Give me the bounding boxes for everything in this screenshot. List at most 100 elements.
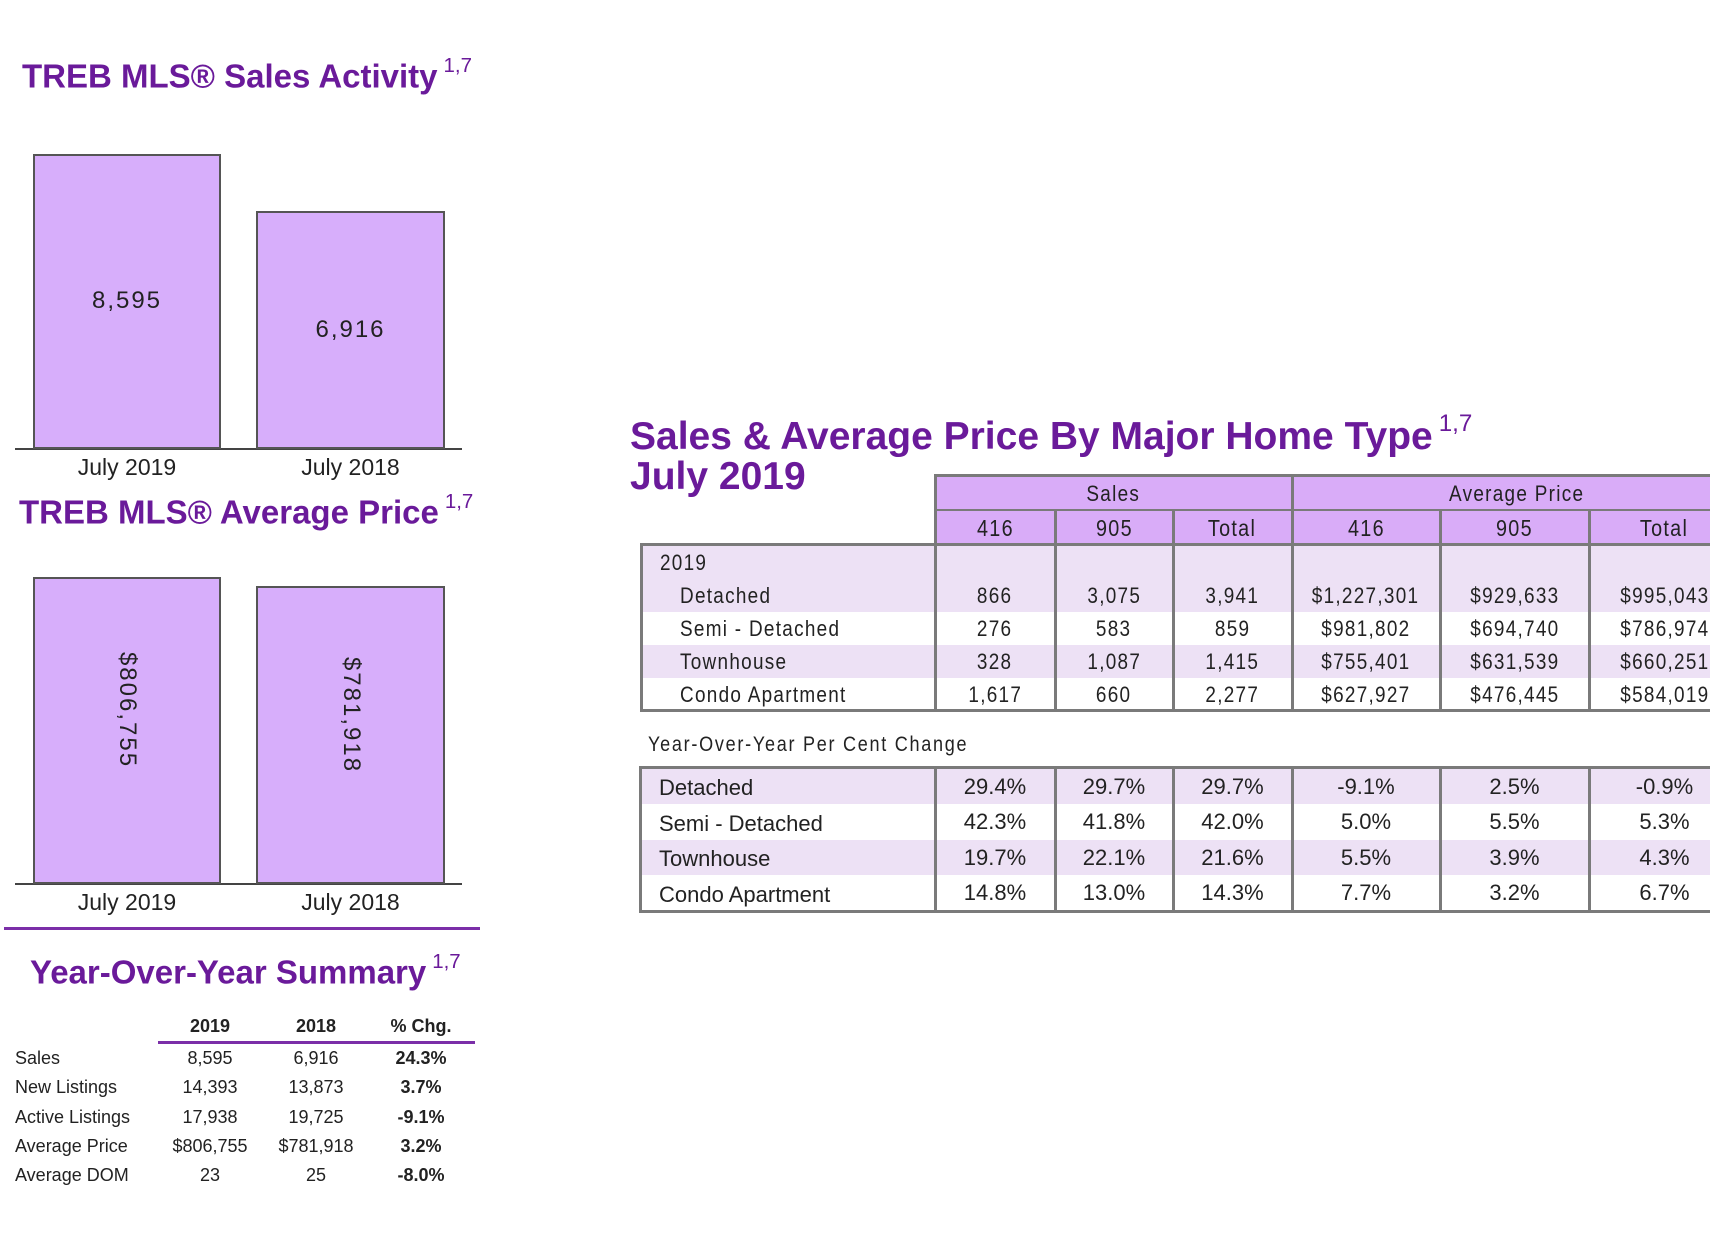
cell-value: $786,974 bbox=[1619, 615, 1710, 641]
table-cell: $476,445 bbox=[1440, 678, 1589, 711]
summary-cell: 25 bbox=[305, 1165, 327, 1186]
summary-cell: 6,916 bbox=[293, 1048, 339, 1068]
cell-value: $631,539 bbox=[1469, 648, 1560, 674]
cell-value: $660,251 bbox=[1619, 648, 1710, 674]
year-label: 2019 bbox=[660, 550, 715, 576]
table-cell: 22.1% bbox=[1082, 844, 1146, 870]
group-header-label: Average Price bbox=[1449, 480, 1585, 506]
rule bbox=[640, 709, 1710, 712]
yoy-label: Year-Over-Year Per Cent Change bbox=[648, 733, 1020, 757]
average-price-title-text: TREB MLS® Average Price bbox=[19, 493, 439, 531]
rule bbox=[1291, 766, 1294, 913]
table-cell: $631,539 bbox=[1440, 645, 1589, 678]
table-cell: 5.5% bbox=[1340, 844, 1392, 870]
summary-title: Year-Over-Year Summary 1,7 bbox=[30, 950, 461, 991]
row-label: Semi - Detached bbox=[680, 616, 866, 642]
summary-row-label: New Listings bbox=[15, 1077, 118, 1098]
table-cell: 859 bbox=[1173, 612, 1292, 645]
table-cell: $1,227,301 bbox=[1292, 579, 1440, 612]
summary-cell: 23 bbox=[199, 1165, 221, 1186]
cell-value: $929,633 bbox=[1469, 582, 1560, 608]
summary-row-label: Average Price bbox=[15, 1135, 128, 1156]
table-cell: $929,633 bbox=[1440, 579, 1589, 612]
table-cell: 3,941 bbox=[1173, 579, 1292, 612]
data-label: 8,595 bbox=[91, 287, 163, 314]
footnote: 1,7 bbox=[443, 54, 472, 77]
footnote: 1,7 bbox=[1438, 410, 1473, 437]
table-cell: 13.0% bbox=[1082, 880, 1146, 905]
bar bbox=[256, 586, 445, 884]
row-bg bbox=[640, 546, 1710, 579]
x-axis bbox=[15, 883, 462, 885]
table-cell: 1,087 bbox=[1055, 645, 1173, 678]
table-cell: 5.5% bbox=[1489, 809, 1540, 834]
table-cell: 1,617 bbox=[935, 678, 1055, 711]
summary-cell: -9.1% bbox=[397, 1106, 445, 1127]
rule bbox=[934, 766, 937, 913]
table-cell: -0.9% bbox=[1635, 773, 1694, 799]
table-cell: 3.2% bbox=[1489, 880, 1540, 905]
cell-value: 2,277 bbox=[1205, 681, 1260, 707]
summary-cell: 3.2% bbox=[400, 1135, 442, 1156]
table-cell: 660 bbox=[1055, 678, 1173, 711]
row-label: Condo Apartment bbox=[659, 881, 831, 907]
cell-value: $995,043 bbox=[1619, 582, 1710, 608]
col-header: 905 bbox=[1440, 511, 1589, 545]
table-cell: 29.4% bbox=[963, 773, 1027, 799]
table-cell: $981,802 bbox=[1292, 612, 1440, 645]
cell-value: $755,401 bbox=[1321, 648, 1411, 674]
rule bbox=[1439, 766, 1442, 913]
row-label: Townhouse bbox=[659, 846, 771, 871]
summary-cell: 8,595 bbox=[187, 1048, 233, 1068]
x-axis bbox=[15, 448, 462, 450]
x-tick-label: July 2019 bbox=[77, 889, 177, 915]
table-cell: $584,019 bbox=[1589, 678, 1710, 711]
table-cell: $755,401 bbox=[1292, 645, 1440, 678]
table-cell: 2.5% bbox=[1489, 773, 1540, 799]
footnote: 1,7 bbox=[444, 490, 474, 513]
rule bbox=[935, 474, 1710, 477]
home-type-subtitle: July 2019 bbox=[630, 455, 806, 498]
rule bbox=[934, 474, 937, 711]
cell-value: 1,617 bbox=[968, 681, 1022, 707]
table-cell: 19.7% bbox=[963, 844, 1027, 870]
col-header: Total bbox=[1173, 511, 1292, 545]
row-label: Detached bbox=[659, 775, 754, 800]
data-label: $806,755 bbox=[114, 651, 141, 769]
col-header-label: 905 bbox=[1496, 514, 1533, 541]
footnote: 1,7 bbox=[432, 950, 461, 973]
col-header-label: Total bbox=[1208, 514, 1257, 541]
cell-value: $1,227,301 bbox=[1312, 582, 1420, 608]
bar bbox=[256, 211, 445, 449]
summary-cell: 17,938 bbox=[182, 1106, 238, 1127]
summary-cell: 19,725 bbox=[288, 1106, 344, 1127]
row-bg bbox=[640, 645, 1710, 678]
summary-cell: 14,393 bbox=[182, 1077, 238, 1098]
col-header: 416 bbox=[935, 511, 1055, 545]
table-cell: 7.7% bbox=[1340, 880, 1392, 905]
table-cell: 3.9% bbox=[1489, 844, 1540, 870]
summary-title-text: Year-Over-Year Summary bbox=[30, 953, 427, 991]
rule bbox=[640, 545, 643, 711]
cell-value: $476,445 bbox=[1469, 681, 1560, 707]
x-tick-label: July 2018 bbox=[301, 454, 400, 480]
rule bbox=[1588, 766, 1591, 913]
summary-cell: $781,918 bbox=[278, 1135, 354, 1156]
table-cell: $786,974 bbox=[1589, 612, 1710, 645]
table-cell: 5.3% bbox=[1639, 809, 1690, 834]
rule bbox=[1172, 509, 1175, 711]
summary-cell: 13,873 bbox=[288, 1077, 344, 1098]
table-cell: 42.3% bbox=[963, 809, 1027, 834]
row-label: Semi - Detached bbox=[659, 810, 823, 836]
x-tick-label: July 2019 bbox=[77, 454, 177, 480]
summary-cell: -8.0% bbox=[397, 1165, 445, 1186]
summary-col-header: % Chg. bbox=[390, 1016, 452, 1036]
cell-value: 660 bbox=[1096, 681, 1132, 707]
cell-value: 328 bbox=[977, 648, 1013, 674]
summary-row-label: Average DOM bbox=[15, 1165, 129, 1186]
rule bbox=[640, 910, 1710, 913]
cell-value: $981,802 bbox=[1321, 615, 1411, 641]
col-header: Total bbox=[1589, 511, 1710, 545]
rule bbox=[1439, 509, 1442, 711]
sales-activity-title-text: TREB MLS® Sales Activity bbox=[22, 57, 438, 95]
